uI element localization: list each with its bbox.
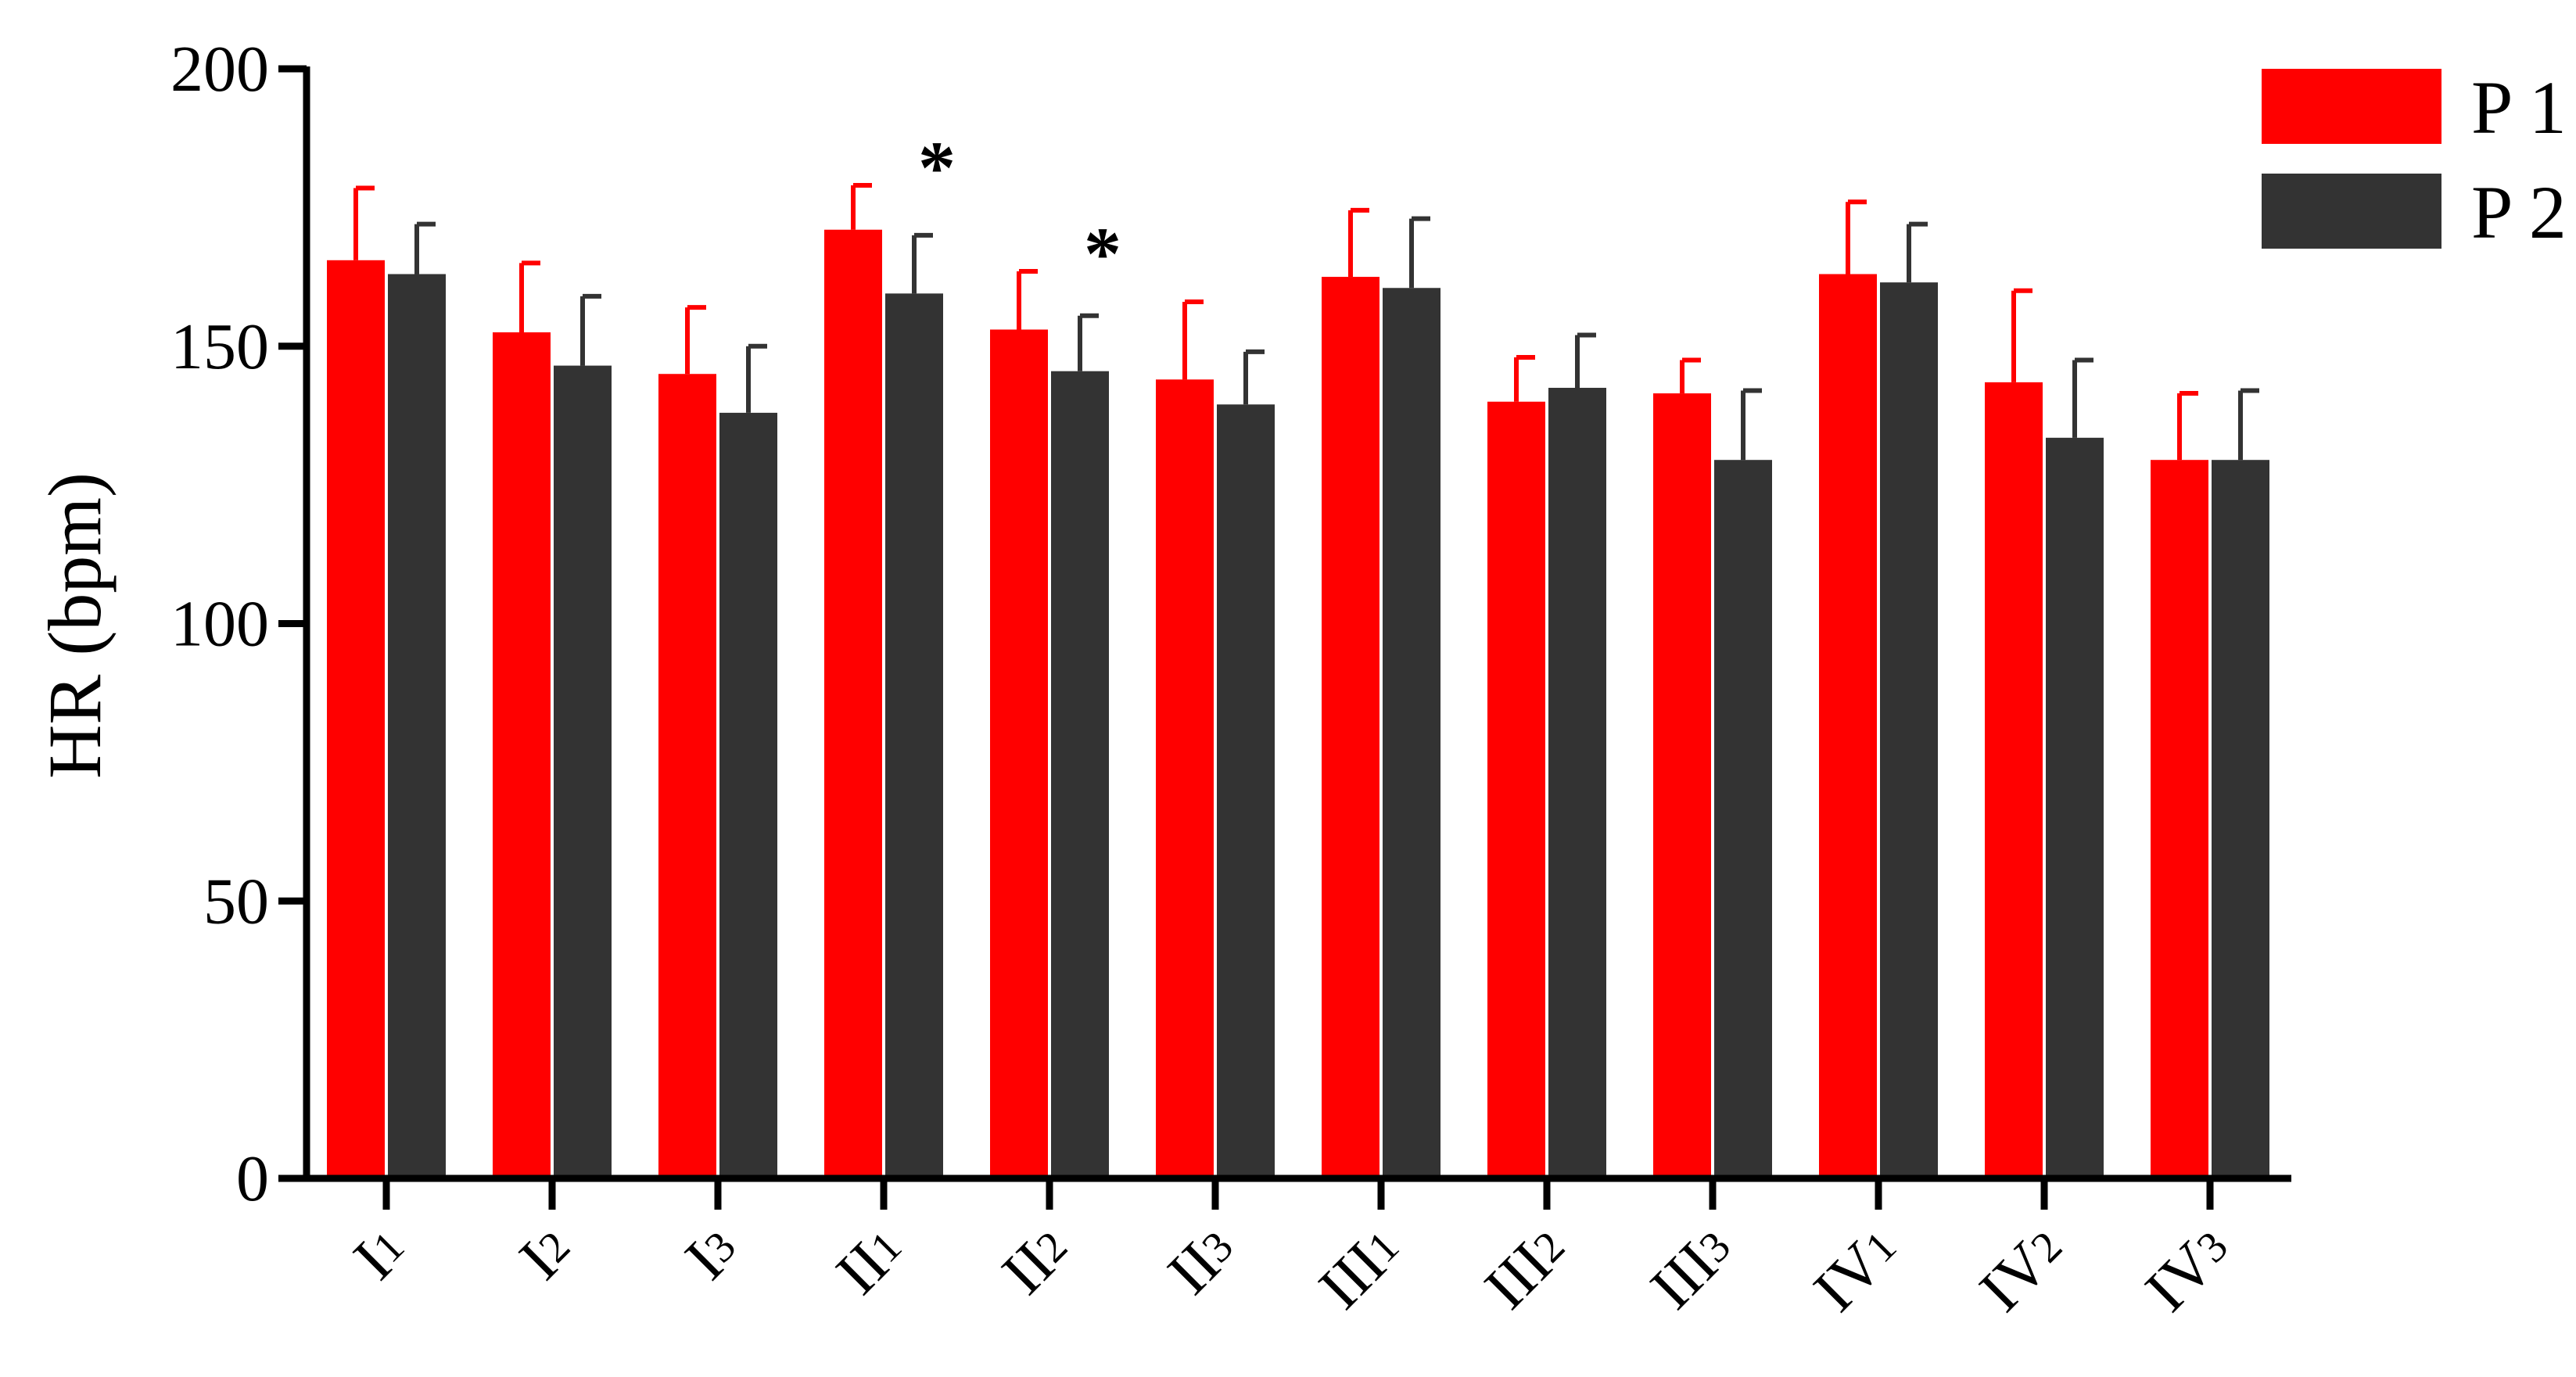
bar-1-12 [2151, 460, 2208, 1178]
bar-1-9 [1653, 393, 1711, 1178]
bar-2-1 [388, 274, 446, 1178]
x-tick-label-4: II1 [823, 1214, 917, 1308]
bar-1-2 [493, 332, 551, 1179]
bar-2-4 [885, 293, 943, 1178]
bar-2-10 [1880, 282, 1938, 1179]
x-tick-label-9: III3 [1638, 1214, 1746, 1323]
y-tick-label-150: 150 [170, 310, 269, 383]
x-tick-label-5: II2 [989, 1214, 1083, 1308]
plot-area: 0 50 100 150 200 I1 I2 I3 II1 II2 II3 III1 III2 III3 I… [170, 33, 2291, 1325]
x-tick-label-8: III2 [1472, 1214, 1580, 1323]
bar-1-10 [1819, 274, 1877, 1178]
legend: P 1P 2 [2262, 66, 2567, 254]
x-tick-label-2: I2 [507, 1214, 586, 1293]
bar-1-7 [1322, 277, 1379, 1178]
x-tick-label-11: IV2 [1967, 1214, 2078, 1325]
bar-1-3 [658, 374, 716, 1179]
bar-2-11 [2046, 437, 2104, 1178]
x-tick-label-12: IV3 [2133, 1214, 2244, 1325]
bar-1-1 [327, 260, 385, 1179]
legend-swatch-2 [2262, 174, 2441, 249]
x-tick-label-3: I3 [673, 1214, 752, 1293]
legend-label-1: P 1 [2471, 66, 2567, 149]
bar-1-6 [1156, 379, 1214, 1178]
y-tick-label-200: 200 [170, 33, 269, 106]
bar-2-2 [554, 365, 612, 1178]
bar-2-9 [1714, 460, 1772, 1178]
bar-2-6 [1217, 404, 1275, 1178]
legend-label-2: P 2 [2471, 170, 2567, 254]
y-axis-title: HR (bpm) [33, 472, 117, 779]
x-tick-label-1: I1 [341, 1214, 420, 1293]
bar-2-8 [1548, 387, 1606, 1178]
bar-1-11 [1985, 382, 2043, 1178]
bar-1-5 [990, 329, 1048, 1179]
y-tick-label-50: 50 [203, 865, 269, 938]
legend-swatch-1 [2262, 69, 2441, 144]
y-tick-label-0: 0 [236, 1142, 269, 1215]
x-tick-label-10: IV1 [1801, 1214, 1912, 1325]
y-tick-label-100: 100 [170, 588, 269, 661]
bar-2-12 [2212, 460, 2269, 1178]
bar-2-3 [719, 412, 777, 1178]
x-tick-label-6: II3 [1155, 1214, 1249, 1308]
significance-marker-2: * [1084, 212, 1121, 296]
bar-1-4 [824, 229, 882, 1178]
bar-2-5 [1051, 371, 1109, 1178]
significance-marker-1: * [918, 126, 956, 210]
bar-1-8 [1487, 401, 1545, 1178]
bar-2-7 [1383, 288, 1440, 1179]
x-tick-label-7: III1 [1306, 1214, 1415, 1323]
